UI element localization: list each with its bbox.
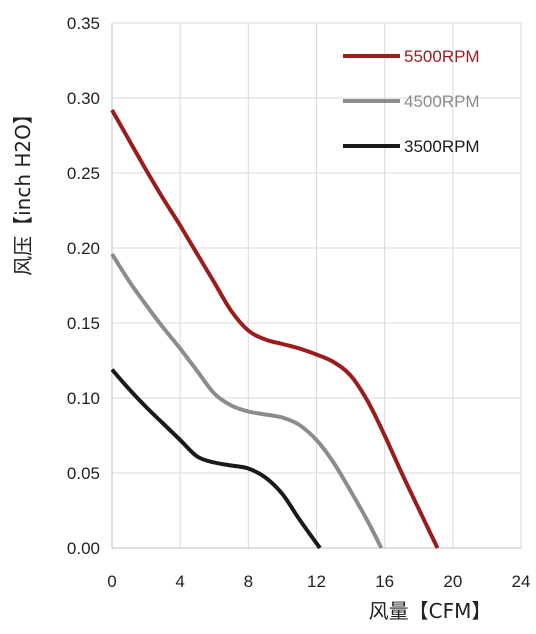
y-tick-label: 0.25 [67, 164, 100, 183]
legend-label-4500rpm: 4500RPM [404, 92, 480, 111]
y-tick-label: 0.10 [67, 389, 100, 408]
series-line-5500rpm [110, 109, 440, 549]
y-tick-label: 0.15 [67, 314, 100, 333]
y-tick-labels: 0.00 0.05 0.10 0.15 0.20 0.25 0.30 0.35 [67, 14, 100, 558]
series-line-4500rpm [110, 252, 384, 549]
x-tick-label: 24 [512, 572, 531, 591]
x-tick-label: 12 [307, 572, 326, 591]
y-tick-label: 0.20 [67, 239, 100, 258]
legend-label-5500rpm: 5500RPM [404, 47, 480, 66]
y-tick-label: 0.00 [67, 539, 100, 558]
x-tick-label: 0 [107, 572, 116, 591]
x-tick-label: 8 [244, 572, 253, 591]
grid [111, 22, 522, 549]
y-axis-label: 风压【inch H2O】 [11, 104, 35, 276]
y-tick-label: 0.35 [67, 14, 100, 33]
y-tick-label: 0.05 [67, 464, 100, 483]
series-line-3500rpm [110, 368, 322, 550]
x-tick-labels: 0 4 8 12 16 20 24 [107, 572, 530, 591]
y-tick-label: 0.30 [67, 89, 100, 108]
x-tick-label: 4 [175, 572, 184, 591]
x-tick-label: 16 [375, 572, 394, 591]
series-lines [110, 109, 440, 550]
legend: 5500RPM 4500RPM 3500RPM [343, 47, 480, 156]
x-axis-label: 风量【CFM】 [369, 599, 492, 623]
x-tick-label: 20 [443, 572, 462, 591]
legend-label-3500rpm: 3500RPM [404, 137, 480, 156]
